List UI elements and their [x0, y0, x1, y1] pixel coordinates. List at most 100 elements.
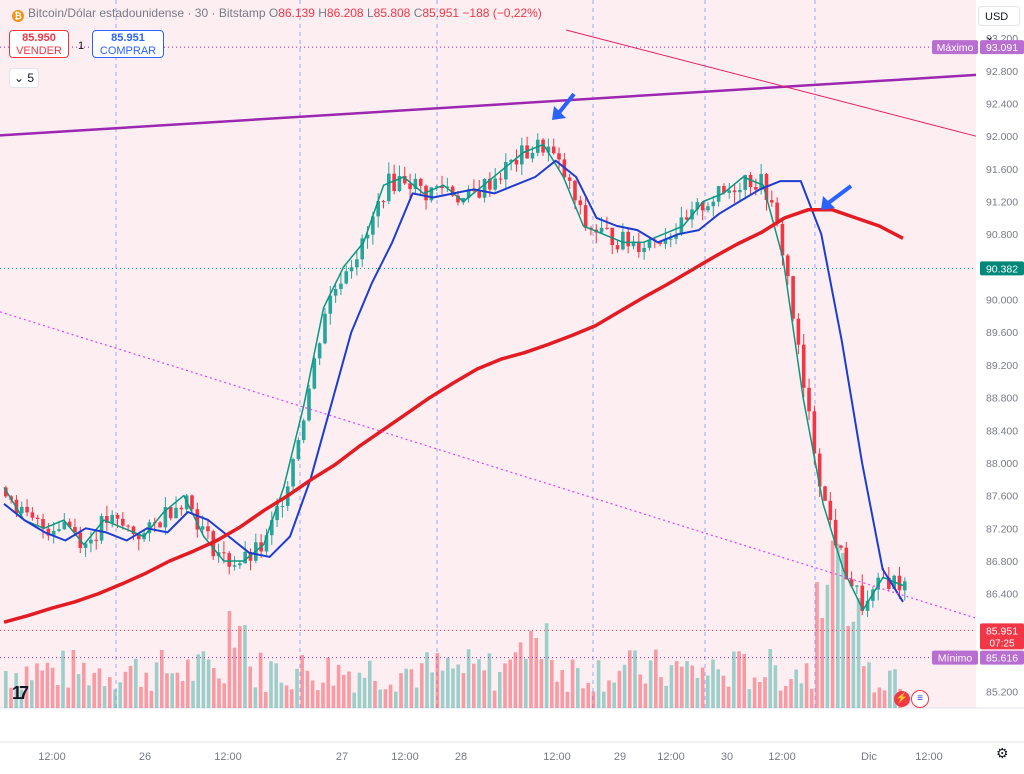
volume-bar [378, 689, 382, 708]
volume-bar [134, 658, 138, 708]
candle-body [615, 245, 620, 250]
volume-bar [820, 618, 824, 708]
close-value: 85.951 [422, 6, 460, 20]
sell-button[interactable]: 85.950 VENDER [9, 30, 69, 58]
volume-bar [768, 649, 772, 708]
y-tick-label: 87.600 [986, 491, 1018, 503]
candle-body [663, 238, 668, 244]
x-tick-label: 12:00 [391, 751, 419, 763]
candle-body [445, 186, 450, 189]
candle-body [387, 173, 391, 202]
candle-body [732, 190, 737, 193]
volume-bar [529, 631, 533, 708]
chart-background [0, 0, 976, 708]
volume-bar [513, 652, 518, 708]
candle-body [339, 283, 343, 289]
volume-bar [773, 665, 778, 708]
volume-bar [342, 674, 346, 708]
indicator-counter[interactable]: ⌄ 5 [9, 68, 39, 88]
candle-body [99, 516, 104, 541]
volume-bar [695, 677, 700, 708]
currency-selector[interactable]: USD ⌄ [978, 6, 1020, 43]
candle-body [83, 543, 88, 548]
volume-bar [830, 540, 835, 708]
candle-body [206, 526, 210, 532]
gear-icon[interactable]: ⚙ [996, 745, 1009, 761]
y-tick-label: 92.800 [986, 66, 1018, 78]
volume-bar [305, 670, 310, 708]
candle-body [264, 535, 269, 552]
volume-bar [430, 672, 434, 708]
volume-bar [310, 680, 315, 708]
candle-body [637, 241, 641, 253]
candle-body [621, 231, 625, 250]
candle-body [440, 186, 444, 189]
candle-body [195, 509, 200, 530]
volume-bar [180, 681, 185, 708]
volume-bar [607, 680, 611, 708]
candle-body [482, 178, 487, 198]
volume-bar [82, 662, 86, 708]
volume-bar [799, 683, 804, 708]
volume-bar [570, 659, 575, 708]
candle-body [839, 545, 843, 548]
y-tick-label: 88.000 [986, 458, 1018, 470]
volume-bar [24, 666, 29, 708]
trendline-resistance [0, 73, 977, 137]
candle-body [4, 487, 8, 497]
volume-bar [628, 650, 632, 708]
candle-body [121, 518, 125, 526]
volume-bar [35, 663, 39, 708]
buy-button[interactable]: 85.951 COMPRAR [92, 30, 164, 58]
volume-bar [160, 650, 164, 708]
candle-body [700, 202, 705, 211]
candle-body [727, 190, 732, 193]
volume-bar [690, 665, 694, 708]
volume-bar [191, 680, 195, 708]
candle-body [429, 187, 434, 201]
interval-value[interactable]: 30 [194, 6, 209, 20]
us-flag-icon[interactable]: ≡ [911, 690, 929, 708]
volume-bar [560, 670, 564, 708]
candle-body [333, 288, 338, 296]
lightning-icon[interactable]: ⚡ [894, 691, 910, 707]
candle-body [323, 313, 327, 344]
candle-body [807, 387, 811, 412]
candle-body [158, 522, 162, 528]
candle-body [296, 440, 301, 460]
volume-bar [352, 692, 356, 708]
candle-body [269, 520, 274, 536]
volume-bar [290, 689, 294, 708]
symbol-name[interactable]: Bitcoin/Dólar estadounidense [28, 6, 185, 20]
candle-body [376, 201, 380, 217]
tradingview-logo[interactable]: 17 [12, 683, 29, 703]
price-label-name: Mínimo [938, 653, 973, 665]
volume-bar [685, 661, 689, 708]
volume-bar [321, 682, 325, 708]
volume-bar [394, 691, 398, 708]
y-tick-label: 87.200 [986, 523, 1018, 535]
volume-bar [794, 669, 798, 708]
volume-bar [872, 692, 876, 708]
volume-bar [336, 664, 341, 708]
volume-bar [347, 671, 351, 708]
candle-body [844, 547, 849, 580]
volume-bar [170, 673, 174, 708]
candle-body [551, 146, 556, 154]
volume-bar [222, 683, 226, 708]
volume-bar [643, 683, 648, 708]
volume-bar [617, 670, 622, 708]
candle-body [301, 420, 306, 441]
volume-bar [862, 666, 866, 708]
candle-body [897, 575, 902, 591]
price-label-name-box [932, 40, 978, 55]
volume-bar [258, 652, 263, 708]
candle-body [812, 411, 817, 454]
candle-body [397, 175, 402, 192]
volume-bar [414, 687, 419, 708]
volume-bar [524, 658, 528, 708]
candle-body [168, 507, 173, 519]
volume-bar [435, 653, 440, 708]
